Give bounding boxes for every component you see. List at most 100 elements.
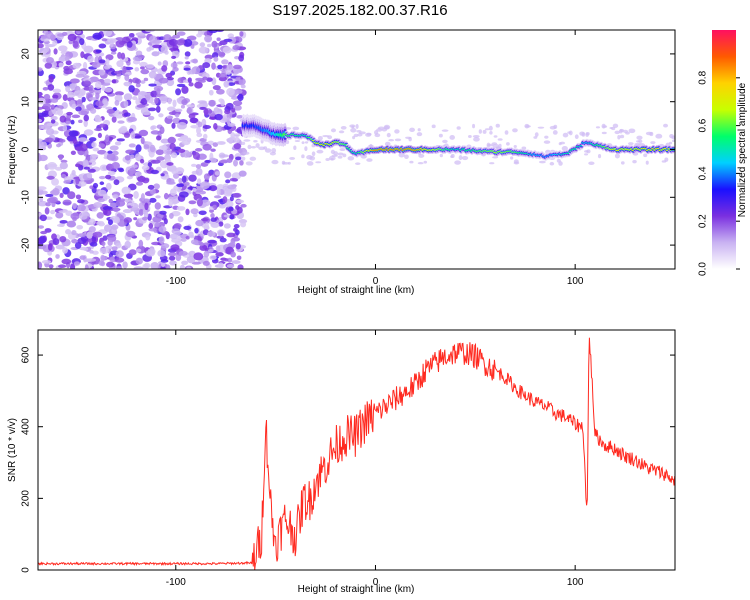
noise-cell [186, 104, 195, 108]
noise-cell [206, 43, 212, 48]
noise-cell [139, 61, 148, 67]
noise-cell [99, 247, 110, 254]
noise-cell [139, 91, 148, 96]
snr-series-line [38, 337, 675, 570]
noise-cell [133, 217, 138, 221]
noise-cell [111, 116, 117, 123]
noise-cell [73, 261, 80, 266]
noise-cell [243, 139, 251, 142]
snr-x-ticks: -100 0 100 [166, 330, 584, 588]
noise-cell [79, 143, 88, 152]
noise-cell [408, 136, 412, 142]
noise-cell [218, 159, 229, 164]
noise-cell [158, 77, 169, 84]
noise-cell [204, 222, 209, 229]
noise-cell [38, 106, 44, 111]
noise-cell [585, 132, 589, 137]
noise-cell [368, 144, 374, 148]
noise-cell [172, 99, 177, 108]
noise-cell [488, 125, 493, 131]
noise-cell [218, 221, 224, 227]
y-tick-label: 0 [21, 146, 32, 152]
noise-cell [75, 30, 82, 35]
noise-cell [195, 219, 204, 227]
noise-cell [149, 197, 157, 203]
noise-cell [171, 55, 177, 60]
noise-cell [186, 255, 196, 264]
noise-cell [330, 128, 337, 133]
noise-cell [240, 203, 247, 208]
noise-cell [140, 80, 146, 84]
noise-cell [156, 87, 161, 96]
noise-cell [174, 113, 180, 118]
noise-cell [101, 38, 108, 42]
snr-frame [37, 329, 676, 571]
noise-cell [134, 135, 142, 139]
noise-cell [114, 114, 124, 119]
noise-cell [142, 263, 149, 269]
noise-cell [104, 87, 113, 93]
noise-cell [315, 161, 322, 164]
colorbar: 0.0 0.2 0.4 0.6 0.8 Normalized spectral ampl… [698, 30, 748, 276]
noise-cell [74, 241, 82, 249]
noise-cell [181, 260, 189, 265]
noise-cell [98, 175, 106, 180]
noise-cell [67, 191, 76, 200]
noise-cell [202, 143, 212, 151]
noise-cell [217, 262, 224, 269]
noise-cell [159, 210, 167, 215]
noise-cell [176, 121, 187, 130]
noise-cell [224, 258, 229, 262]
noise-cell [183, 39, 193, 47]
noise-cell [128, 32, 135, 38]
noise-cell [202, 76, 208, 81]
noise-cell [120, 52, 126, 60]
noise-cell [172, 172, 180, 179]
noise-cell [83, 80, 91, 87]
noise-cell [506, 142, 510, 146]
noise-cell [83, 247, 89, 251]
noise-cell [117, 120, 125, 124]
noise-cell [148, 222, 154, 229]
noise-cell [111, 79, 117, 84]
noise-cell [169, 142, 176, 150]
noise-cell [71, 238, 78, 244]
noise-cell [59, 220, 68, 224]
noise-cell [255, 143, 260, 149]
noise-cell [92, 32, 102, 40]
noise-cell [59, 139, 66, 143]
noise-cell [567, 131, 571, 134]
noise-cell [417, 161, 424, 165]
noise-cell [178, 250, 188, 256]
noise-cell [416, 132, 423, 137]
noise-cell [86, 231, 94, 239]
x-tick-label: 0 [373, 276, 379, 287]
noise-cell [105, 58, 110, 66]
noise-cell [337, 152, 344, 156]
noise-cell [229, 196, 234, 202]
noise-cell [78, 119, 83, 123]
noise-cell [147, 213, 152, 221]
y-tick-label: -10 [21, 190, 32, 205]
noise-cell [82, 159, 89, 166]
noise-cell [59, 192, 64, 198]
noise-cell [91, 141, 97, 148]
noise-cell [584, 150, 589, 153]
noise-cell [638, 139, 643, 144]
noise-cell [148, 115, 155, 121]
noise-cell [98, 260, 105, 266]
noise-cell [234, 134, 240, 137]
noise-cell [44, 62, 53, 69]
noise-cell [62, 247, 68, 254]
spectrogram-x-ticks: -100 0 100 [166, 30, 584, 287]
noise-cell [208, 99, 216, 107]
noise-cell [147, 161, 153, 168]
colorbar-ticks: 0.0 0.2 0.4 0.6 0.8 [698, 70, 740, 276]
noise-cell [559, 141, 566, 145]
noise-cell [233, 227, 238, 232]
noise-cell [442, 139, 448, 144]
noise-cell [386, 132, 391, 138]
noise-cell [58, 264, 67, 269]
noise-cell [86, 104, 91, 111]
